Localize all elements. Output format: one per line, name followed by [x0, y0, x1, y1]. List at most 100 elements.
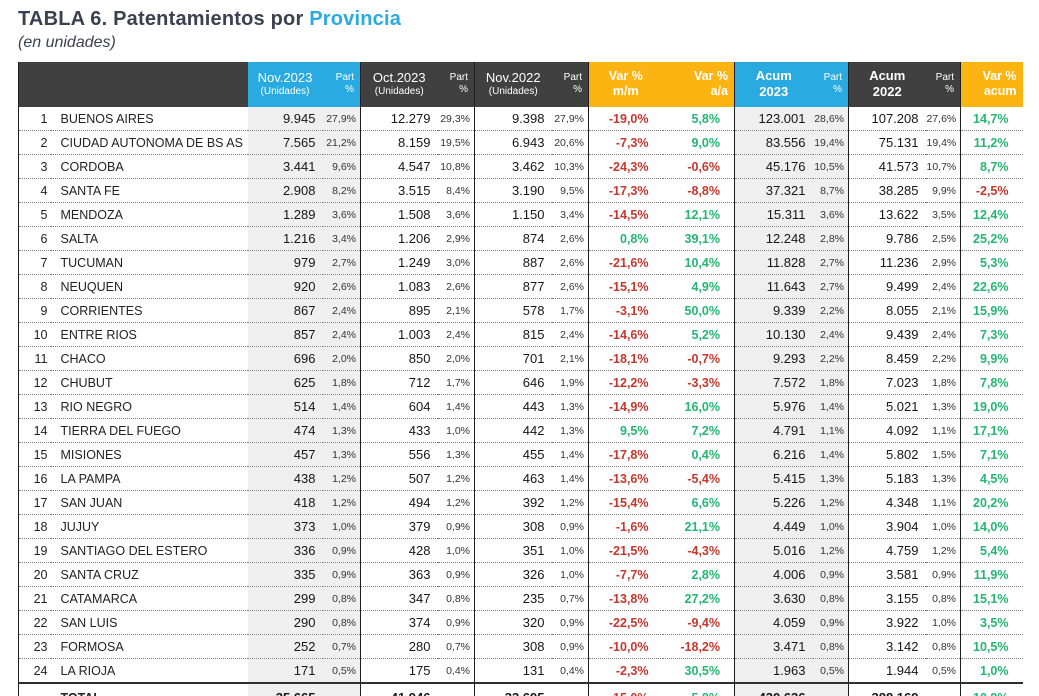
nov2023-units: 438	[247, 466, 323, 491]
acum2022-units: 5.021	[848, 394, 926, 419]
header-var-mm: Var % m/m	[588, 62, 663, 107]
acum2022-part: 2,2%	[925, 346, 961, 371]
page-title-highlight: Provincia	[309, 8, 402, 30]
acum2023-part: 1,4%	[812, 394, 849, 419]
nov2022-part: 1,3%	[551, 394, 589, 419]
acum2023-units: 4.791	[734, 418, 813, 443]
nov2023-units: 418	[247, 490, 323, 515]
row-rank: 11	[18, 346, 51, 371]
var-acum: 7,8%	[960, 370, 1023, 395]
total-nov2023-part	[322, 682, 361, 696]
acum2022-part: 2,5%	[925, 226, 961, 251]
nov2023-part: 9,6%	[322, 154, 361, 179]
row-rank: 24	[18, 658, 51, 684]
nov2022-units: 308	[474, 634, 552, 659]
acum2022-units: 3.155	[848, 586, 926, 611]
var-aa: -3,3%	[662, 370, 735, 395]
table-row: 22 SAN LUIS 290 0,8% 374 0,9% 320 0,9% -22,5% -9,…	[18, 610, 1023, 635]
acum2022-part: 19,4%	[925, 130, 961, 155]
acum2022-part: 1,8%	[925, 370, 961, 395]
nov2023-units: 2.908	[247, 178, 323, 203]
header-nov2023-line1: Nov.2023	[257, 69, 313, 85]
row-rank: 15	[18, 442, 51, 467]
table-row: 10 ENTRE RIOS 857 2,4% 1.003 2,4% 815 2,4% -14,6…	[18, 322, 1023, 347]
nov2022-part: 1,7%	[551, 298, 589, 323]
oct2023-part: 8,4%	[437, 178, 475, 203]
acum2022-part: 1,5%	[925, 442, 961, 467]
total-acum2022-part	[925, 682, 961, 696]
var-aa: 50,0%	[662, 298, 735, 323]
oct2023-units: 4.547	[360, 154, 438, 179]
nov2022-part: 1,9%	[551, 370, 589, 395]
total-nov2023: 35.665	[247, 682, 323, 696]
var-aa: 2,8%	[662, 562, 735, 587]
province-name: SAN JUAN	[50, 490, 248, 515]
table-row: 8 NEUQUEN 920 2,6% 1.083 2,6% 877 2,6% -15,1% 4,9…	[18, 274, 1023, 299]
province-name: CHUBUT	[50, 370, 248, 395]
nov2022-units: 578	[474, 298, 552, 323]
oct2023-part: 0,9%	[437, 514, 475, 539]
header-row: Nov.2023 (Unidades) Part % Oct.2023 (Uni…	[18, 62, 1023, 107]
table-row: 21 CATAMARCA 299 0,8% 347 0,8% 235 0,7% -13,8% 27…	[18, 586, 1023, 611]
acum2022-part: 10,7%	[925, 154, 961, 179]
acum2023-units: 37.321	[734, 178, 813, 203]
oct2023-units: 507	[360, 466, 438, 491]
var-aa: 0,4%	[662, 442, 735, 467]
acum2022-units: 4.348	[848, 490, 926, 515]
nov2023-part: 8,2%	[322, 178, 361, 203]
header-nov2023-part: Part %	[322, 62, 361, 107]
row-rank: 1	[18, 107, 51, 131]
acum2022-units: 7.023	[848, 370, 926, 395]
acum2022-part: 3,5%	[925, 202, 961, 227]
var-mm: -14,9%	[588, 394, 663, 419]
acum2022-units: 5.802	[848, 442, 926, 467]
province-name: MISIONES	[50, 442, 248, 467]
var-aa: 30,5%	[662, 658, 735, 684]
oct2023-part: 1,2%	[437, 490, 475, 515]
oct2023-part: 2,4%	[437, 322, 475, 347]
nov2023-units: 290	[247, 610, 323, 635]
acum2022-units: 3.922	[848, 610, 926, 635]
acum2023-part: 0,8%	[812, 586, 849, 611]
header-nov2023: Nov.2023 (Unidades)	[247, 62, 323, 107]
oct2023-part: 3,6%	[437, 202, 475, 227]
nov2023-units: 696	[247, 346, 323, 371]
oct2023-units: 1.206	[360, 226, 438, 251]
acum2022-units: 3.142	[848, 634, 926, 659]
var-acum: 17,1%	[960, 418, 1023, 443]
acum2022-units: 3.581	[848, 562, 926, 587]
acum2022-part: 1,1%	[925, 490, 961, 515]
province-name: BUENOS AIRES	[50, 107, 248, 131]
acum2022-part: 2,9%	[925, 250, 961, 275]
oct2023-part: 2,6%	[437, 274, 475, 299]
oct2023-units: 363	[360, 562, 438, 587]
nov2022-units: 701	[474, 346, 552, 371]
oct2023-part: 0,9%	[437, 562, 475, 587]
row-rank: 20	[18, 562, 51, 587]
header-nov2023-line2: (Unidades)	[260, 86, 310, 98]
nov2023-part: 3,4%	[322, 226, 361, 251]
total-acum2023: 430.636	[734, 682, 813, 696]
header-var-aa: Var % a/a	[662, 62, 735, 107]
nov2022-part: 2,4%	[551, 322, 589, 347]
acum2023-part: 2,2%	[812, 298, 849, 323]
var-mm: -14,6%	[588, 322, 663, 347]
acum2023-units: 3.471	[734, 634, 813, 659]
nov2023-units: 474	[247, 418, 323, 443]
var-acum: 4,5%	[960, 466, 1023, 491]
var-aa: 10,4%	[662, 250, 735, 275]
oct2023-part: 29,3%	[437, 107, 475, 131]
acum2023-units: 5.226	[734, 490, 813, 515]
var-mm: -21,5%	[588, 538, 663, 563]
acum2022-part: 0,9%	[925, 562, 961, 587]
table-row: 13 RIO NEGRO 514 1,4% 604 1,4% 443 1,3% -14,9% 16…	[18, 394, 1023, 419]
oct2023-units: 494	[360, 490, 438, 515]
oct2023-units: 374	[360, 610, 438, 635]
var-mm: -19,0%	[588, 107, 663, 131]
var-mm: -24,3%	[588, 154, 663, 179]
nov2023-part: 0,9%	[322, 562, 361, 587]
row-rank: 6	[18, 226, 51, 251]
total-var-aa: 5,8%	[662, 682, 735, 696]
row-rank: 17	[18, 490, 51, 515]
nov2022-part: 1,2%	[551, 490, 589, 515]
